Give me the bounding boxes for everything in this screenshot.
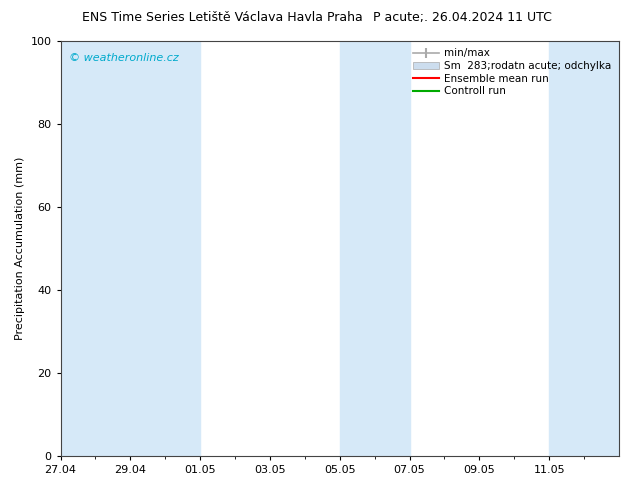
Bar [131, 41, 200, 456]
Bar [61, 41, 131, 456]
Text: © weatheronline.cz: © weatheronline.cz [69, 53, 179, 64]
Legend: min/max, Sm  283;rodatn acute; odchylka, Ensemble mean run, Controll run: min/max, Sm 283;rodatn acute; odchylka, … [409, 44, 616, 100]
Y-axis label: Precipitation Accumulation (mm): Precipitation Accumulation (mm) [15, 157, 25, 340]
Text: ENS Time Series Letiště Václava Havla Praha: ENS Time Series Letiště Václava Havla Pr… [82, 11, 363, 24]
Bar [340, 41, 410, 456]
Bar [549, 41, 634, 456]
Text: P acute;. 26.04.2024 11 UTC: P acute;. 26.04.2024 11 UTC [373, 11, 552, 24]
